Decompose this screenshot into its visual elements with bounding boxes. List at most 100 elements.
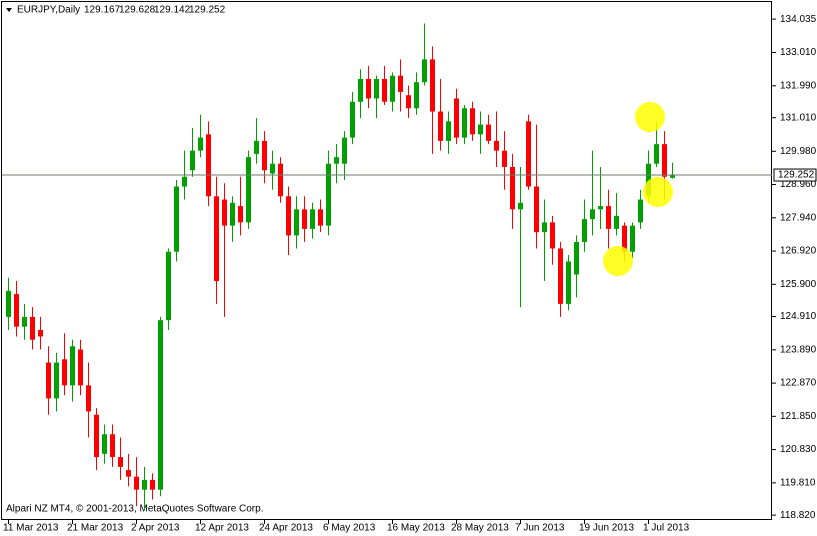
candle-body [494,140,499,151]
candle-body [550,222,555,249]
candle-body [590,209,595,220]
candle-body [214,196,219,282]
y-tick-label: 129.980 [780,146,817,157]
x-tick-label: 7 Jun 2013 [515,523,565,534]
candle-body [262,140,267,171]
candle-body [78,349,83,386]
candle-body [622,225,627,252]
x-tick-label: 16 May 2013 [387,523,445,534]
price-label-box [773,168,817,182]
candle-body [182,176,187,187]
candle-body [582,219,587,242]
x-tick-label: 24 Apr 2013 [259,523,313,534]
candle-body [334,157,339,164]
candle-body [374,78,379,99]
candle-body [342,137,347,164]
y-tick-label: 121.850 [780,411,817,422]
candle-body [142,479,147,490]
y-tick-label: 125.900 [780,279,817,290]
candle-body [134,476,139,490]
y-tick-label: 131.990 [780,80,817,91]
x-tick-label: 1 Jul 2013 [643,523,690,534]
candle-body [430,59,435,112]
candle-body [198,137,203,151]
candle-body [502,150,507,167]
y-tick-label: 119.810 [780,477,816,488]
candle-body [670,175,675,178]
candle-body [654,144,659,164]
candle-body [630,225,635,252]
x-tick-label: 28 May 2013 [451,523,509,534]
candle-body [662,144,667,177]
x-tick-label: 6 May 2013 [323,523,376,534]
candle-body [366,78,371,99]
candle-body [358,78,363,102]
candle-body [470,108,475,135]
y-tick-label: 128.960 [780,179,817,190]
candle-body [190,150,195,171]
x-tick-label: 12 Apr 2013 [195,523,249,534]
menu-triangle [6,8,12,12]
candle-body [510,166,515,210]
y-tick-label: 124.910 [780,311,817,322]
candle-body [254,140,259,154]
y-tick-label: 118.820 [780,510,816,521]
candle-body [558,248,563,304]
candle-body [454,98,459,138]
y-tick-label: 126.920 [780,246,817,257]
price-label: 129.252 [778,170,815,181]
chart-title: EURJPY,Daily [17,5,80,16]
y-tick-label: 131.010 [780,112,817,123]
candle-body [94,414,99,458]
highlight-circle [635,102,665,132]
candle-body [406,95,411,109]
header-low: 129.142 [154,5,191,16]
candle-body [14,294,19,327]
candle-body [534,186,539,233]
candle-body [606,206,611,229]
candle-body [478,124,483,135]
candle-body [326,163,331,226]
x-tick-label: 11 Mar 2013 [3,523,59,534]
footer: Alpari NZ MT4, © 2001-2013, MetaQuotes S… [6,504,263,515]
candle-body [542,222,547,233]
candle-body [638,199,643,223]
candle-body [246,157,251,223]
candle-body [382,78,387,102]
y-tick-label: 122.870 [780,378,817,389]
candle-body [230,202,235,226]
highlight-circle [643,177,673,207]
x-tick-label: 21 Mar 2013 [67,523,124,534]
candle-body [446,121,451,141]
y-tick-label: 127.940 [780,212,817,223]
y-tick-label: 123.890 [780,344,817,355]
candle-body [574,241,579,275]
candle-body [38,329,43,337]
candle-body [46,362,51,399]
y-tick-label: 133.010 [780,47,817,58]
candle-body [286,196,291,236]
candle-body [486,124,491,141]
y-tick-label: 134.035 [780,14,817,25]
candle-body [70,346,75,386]
candle-body [86,385,91,412]
candle-body [518,202,523,210]
candle-body [278,163,283,197]
x-tick-label: 19 Jun 2013 [579,523,634,534]
candle-body [22,316,27,327]
candle-body [222,199,227,226]
candle-body [422,59,427,83]
candle-body [302,209,307,229]
candle-body [318,209,323,226]
candle-body [526,121,531,187]
header-high: 129.628 [119,5,156,16]
highlight-circle [603,246,633,276]
candle-body [462,108,467,138]
candle-body [30,316,35,340]
candle-body [238,206,243,223]
candle-body [614,215,619,229]
candle-body [438,111,443,141]
candle-body [350,101,355,138]
